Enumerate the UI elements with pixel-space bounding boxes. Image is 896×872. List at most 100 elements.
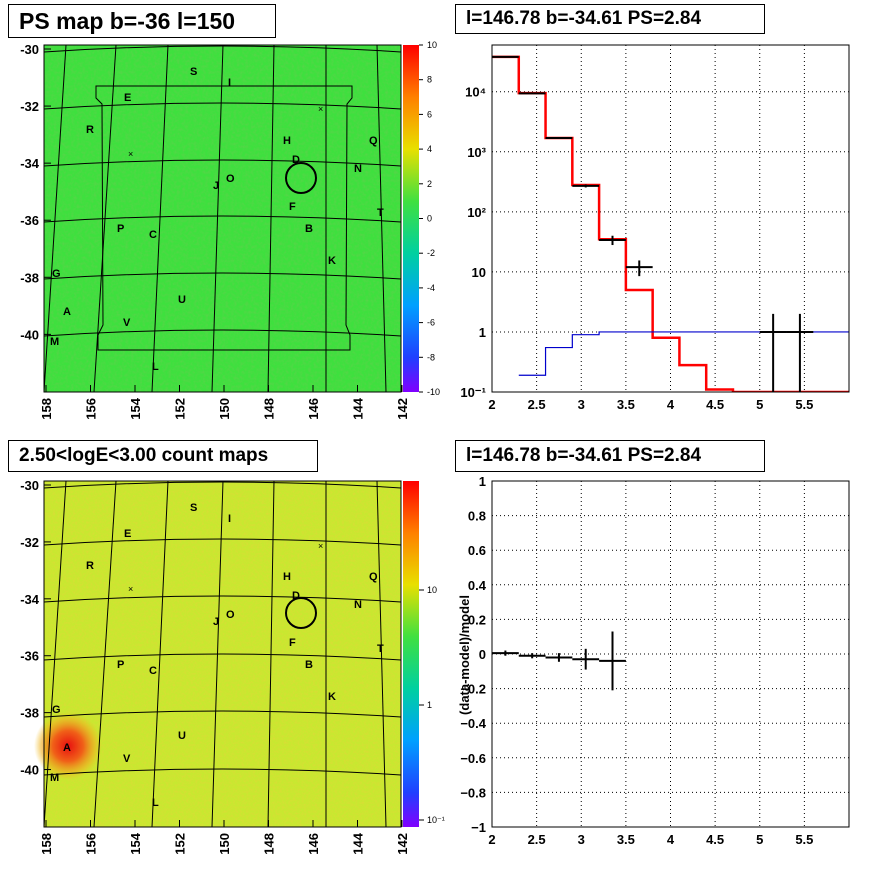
lon-tick-label: 146: [306, 398, 321, 420]
residual-y-tick: −0.8: [460, 785, 486, 800]
spectrum-y-tick: 10³: [467, 145, 486, 160]
svg-text:×: ×: [318, 541, 323, 551]
source-label-h: H: [283, 571, 291, 583]
spectrum-x-tick: 3.5: [617, 397, 635, 412]
lat-tick-label: -34: [20, 156, 40, 171]
ps-lat-line: [44, 215, 401, 223]
ps-colorbar-tick: 6: [427, 109, 432, 119]
cnt-lon-line: [93, 481, 117, 827]
lon-tick-label: 152: [173, 833, 188, 855]
residual-ylabel: (data-model)/model: [457, 595, 472, 715]
source-label-e: E: [124, 528, 131, 540]
count-map-title: 2.50<logE<3.00 count maps: [8, 440, 318, 472]
source-label-v: V: [123, 317, 131, 329]
lon-tick-label: 142: [395, 833, 410, 855]
residual-x-tick: 5.5: [795, 832, 813, 847]
lon-tick-label: 156: [84, 398, 99, 420]
source-label-c: C: [149, 665, 157, 677]
source-label-r: R: [86, 124, 94, 136]
lat-tick-label: -40: [20, 763, 39, 778]
count-colorbar-tick: 10: [427, 585, 437, 595]
lat-tick-label: -38: [20, 270, 39, 285]
count-colorbar-tick: 1: [427, 700, 432, 710]
source-label-g: G: [52, 268, 61, 280]
spectrum-title: l=146.78 b=-34.61 PS=2.84: [455, 4, 765, 34]
source-label-s: S: [190, 66, 197, 78]
source-label-u: U: [178, 294, 186, 306]
residual-y-tick: 0.6: [468, 543, 486, 558]
lon-tick-label: 146: [306, 833, 321, 855]
lat-tick-label: -40: [20, 327, 39, 342]
ps-lat-line: [44, 329, 401, 337]
source-label-k: K: [328, 691, 336, 703]
source-label-i: I: [228, 513, 231, 525]
ps-map-title: PS map b=-36 l=150: [8, 4, 276, 38]
residual-y-tick: −0.4: [460, 716, 486, 731]
source-label-j: J: [213, 180, 219, 192]
spectrum-x-tick: 3: [578, 397, 585, 412]
source-label-f: F: [289, 637, 296, 649]
ps-map-panel: × × S I E R H Q D N JO F T P C B K G U A V M L 10 8 6 4 2 0 -2 -4 -6…: [20, 40, 440, 420]
ps-lon-line: [267, 45, 275, 392]
cnt-lat-line: [44, 653, 401, 661]
lon-tick-label: 144: [351, 832, 366, 854]
lon-tick-label: 156: [84, 833, 99, 855]
ps-lat-line: [44, 272, 401, 280]
residual-x-tick: 3: [578, 832, 585, 847]
source-label-l: L: [152, 797, 159, 809]
source-label-d: D: [292, 590, 300, 602]
lon-tick-label: 154: [128, 832, 143, 854]
cnt-lat-line: [44, 538, 401, 546]
ps-source-circle: [285, 162, 317, 194]
residual-y-tick: −1: [471, 820, 486, 835]
source-label-b: B: [305, 223, 313, 235]
lon-tick-label: 154: [128, 397, 143, 419]
cnt-lat-line: [44, 710, 401, 718]
lat-tick-label: -30: [20, 478, 39, 493]
source-label-l: L: [152, 361, 159, 373]
lat-tick-label: -30: [20, 42, 39, 57]
count-colorbar: [403, 481, 419, 827]
source-label-v: V: [123, 753, 131, 765]
svg-text:×: ×: [318, 104, 323, 114]
source-label-h: H: [283, 135, 291, 147]
residual-y-tick: 0.4: [468, 578, 487, 593]
spectrum-x-tick: 5: [756, 397, 763, 412]
spectrum-y-tick: 10²: [467, 205, 486, 220]
residual-x-tick: 2.5: [528, 832, 546, 847]
lon-tick-label: 148: [262, 398, 277, 420]
source-label-p: P: [117, 223, 124, 235]
cnt-lon-line: [151, 481, 169, 827]
lon-tick-label: 142: [395, 398, 410, 420]
lon-tick-label: 148: [262, 833, 277, 855]
spectrum-x-tick: 2: [488, 397, 495, 412]
source-label-t: T: [377, 207, 384, 219]
ps-colorbar-tick: 4: [427, 144, 432, 154]
bright-source-a: [34, 712, 102, 780]
residual-x-tick: 2: [488, 832, 495, 847]
spectrum-y-tick: 10: [472, 265, 486, 280]
ps-colorbar-tick: -6: [427, 318, 435, 328]
residual-x-tick: 5: [756, 832, 763, 847]
source-label-c: C: [149, 229, 157, 241]
ps-lat-line: [44, 159, 401, 167]
ps-lon-line: [211, 45, 224, 392]
source-label-d: D: [292, 154, 300, 166]
source-label-o: O: [226, 173, 235, 185]
ps-lon-line: [93, 45, 117, 392]
spectrum-y-tick: 10⁻¹: [460, 385, 486, 400]
source-label-a: A: [63, 742, 71, 754]
residual-title: l=146.78 b=-34.61 PS=2.84: [455, 440, 765, 472]
lon-tick-label: 158: [39, 833, 54, 855]
cnt-lat-line: [44, 768, 401, 776]
ps-colorbar: [403, 45, 419, 392]
lat-tick-label: -34: [20, 592, 40, 607]
lon-tick-label: 150: [217, 833, 232, 855]
source-label-o: O: [226, 609, 235, 621]
spectrum-panel: 2 2.5 3 3.5 4 4.5 5 5.5 10⁴ 10³ 10² 10 1 10⁻¹: [460, 44, 850, 412]
ps-colorbar-tick: -4: [427, 283, 435, 293]
ps-colorbar-tick: -10: [427, 387, 440, 397]
source-label-n: N: [354, 163, 362, 175]
count-map-panel: × × S I E R H Q D N JO F T P C B K G U A V M L 10 1 10⁻¹ -30 -3…: [20, 478, 445, 855]
